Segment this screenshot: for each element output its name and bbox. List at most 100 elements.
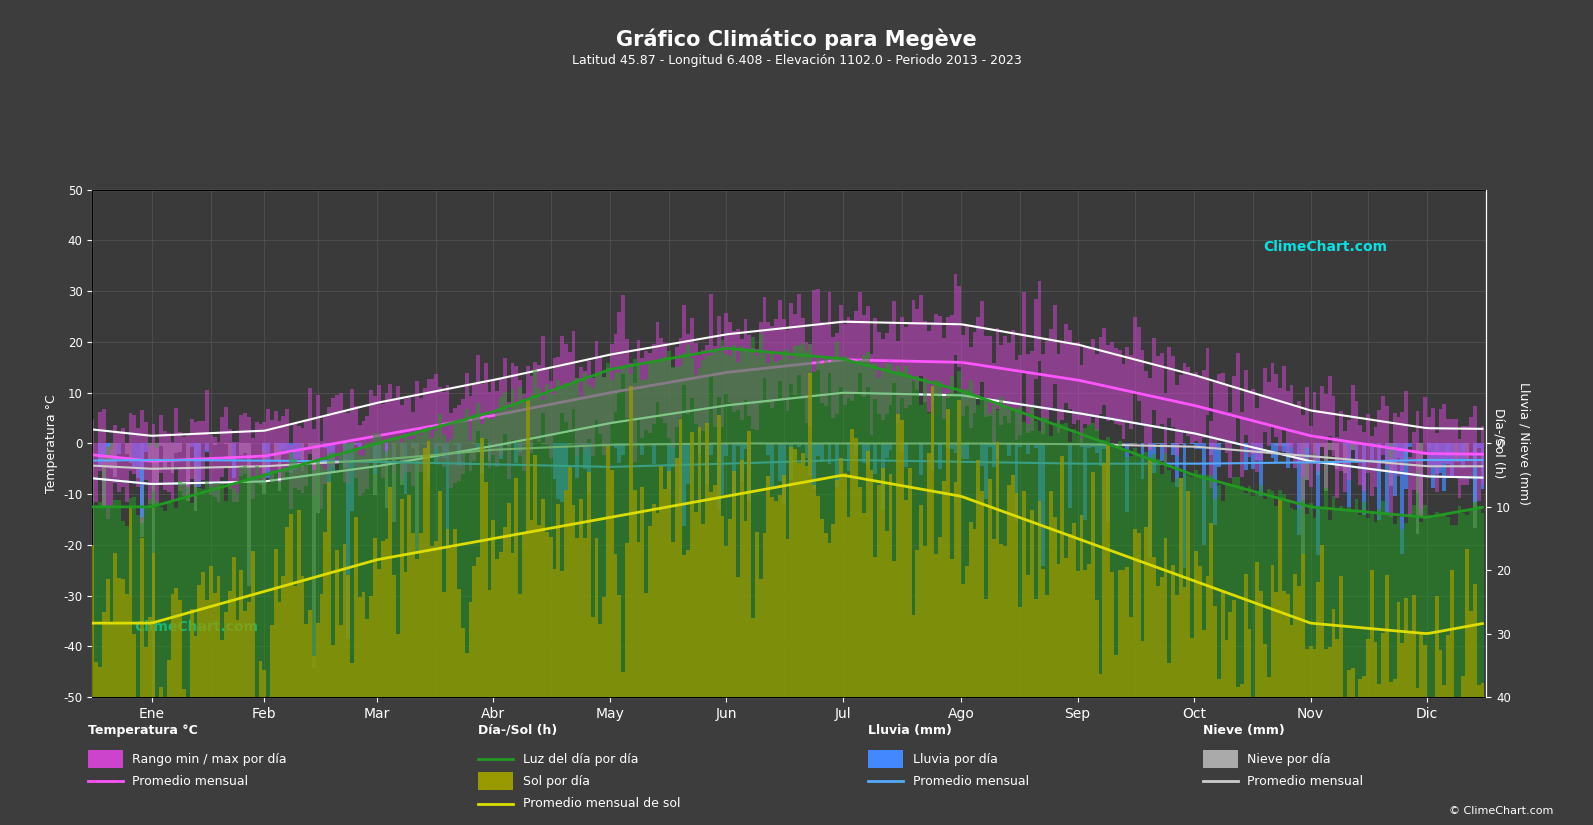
Bar — [988, 479, 992, 697]
Bar — [545, 384, 548, 697]
Bar — [288, 514, 293, 697]
Bar — [851, 429, 854, 697]
Bar — [1149, 460, 1152, 697]
Y-axis label: Temperatura °C: Temperatura °C — [45, 394, 57, 493]
Bar — [1110, 573, 1114, 697]
Bar — [652, 444, 656, 464]
Bar — [479, 384, 484, 460]
Bar — [94, 507, 99, 697]
Bar — [827, 544, 832, 697]
Bar — [1083, 444, 1086, 520]
Bar — [1072, 523, 1075, 697]
Bar — [1125, 567, 1129, 697]
Bar — [213, 444, 217, 446]
Bar — [1378, 444, 1381, 521]
Bar — [389, 442, 392, 697]
Bar — [1114, 655, 1118, 697]
Bar — [957, 399, 961, 697]
Bar — [1225, 386, 1228, 453]
Bar — [660, 337, 663, 417]
Bar — [865, 351, 870, 697]
Bar — [495, 391, 499, 467]
Bar — [938, 537, 941, 697]
Bar — [479, 438, 484, 697]
Bar — [178, 601, 182, 697]
Bar — [1255, 493, 1258, 697]
Bar — [771, 497, 774, 697]
Bar — [198, 444, 201, 487]
Bar — [1239, 412, 1244, 477]
Bar — [599, 372, 602, 697]
Bar — [1427, 444, 1431, 465]
Bar — [346, 575, 350, 697]
Bar — [1316, 444, 1321, 555]
Bar — [1255, 444, 1258, 460]
Bar — [599, 625, 602, 697]
Bar — [999, 345, 1004, 426]
Bar — [980, 301, 984, 382]
Bar — [1217, 375, 1220, 441]
Bar — [129, 498, 132, 697]
Bar — [1359, 516, 1362, 697]
Bar — [293, 444, 296, 470]
Bar — [1201, 444, 1206, 544]
Bar — [629, 375, 632, 697]
Bar — [1026, 444, 1031, 455]
Bar — [1301, 444, 1305, 555]
Bar — [507, 403, 511, 478]
Bar — [307, 388, 312, 454]
Bar — [660, 361, 663, 697]
Bar — [820, 365, 824, 697]
Bar — [247, 444, 250, 586]
Bar — [919, 505, 922, 697]
Bar — [435, 375, 438, 450]
Bar — [774, 362, 777, 697]
Bar — [143, 506, 148, 697]
Bar — [441, 444, 446, 459]
Bar — [342, 444, 346, 697]
Bar — [785, 349, 790, 697]
Bar — [900, 420, 903, 697]
Bar — [709, 295, 714, 375]
Bar — [782, 350, 785, 697]
Bar — [342, 444, 346, 467]
Bar — [422, 389, 427, 463]
Bar — [1091, 423, 1094, 697]
Bar — [1050, 328, 1053, 408]
Bar — [350, 389, 354, 460]
Bar — [1160, 444, 1163, 460]
Bar — [1225, 483, 1228, 697]
Bar — [835, 333, 840, 414]
Bar — [679, 365, 682, 697]
Bar — [307, 610, 312, 697]
Bar — [1365, 413, 1370, 474]
Bar — [605, 363, 610, 697]
Bar — [143, 648, 148, 697]
Bar — [935, 314, 938, 395]
Bar — [1037, 501, 1042, 697]
Bar — [384, 393, 389, 467]
Bar — [225, 501, 228, 697]
Bar — [878, 379, 881, 697]
Bar — [1392, 412, 1397, 472]
Bar — [335, 550, 339, 697]
Bar — [873, 558, 878, 697]
Bar — [1324, 648, 1329, 697]
Bar — [755, 356, 758, 697]
Bar — [736, 362, 739, 697]
Bar — [1220, 592, 1225, 697]
Bar — [1474, 444, 1477, 502]
Bar — [1266, 488, 1271, 697]
Bar — [556, 357, 561, 435]
Bar — [1431, 444, 1435, 488]
Bar — [1069, 442, 1072, 697]
Bar — [567, 444, 572, 445]
Bar — [400, 441, 403, 697]
Bar — [201, 572, 205, 697]
Bar — [435, 431, 438, 697]
Bar — [266, 444, 269, 478]
Bar — [1340, 411, 1343, 471]
Bar — [1435, 433, 1438, 492]
Bar — [140, 444, 143, 537]
Bar — [1007, 410, 1012, 697]
